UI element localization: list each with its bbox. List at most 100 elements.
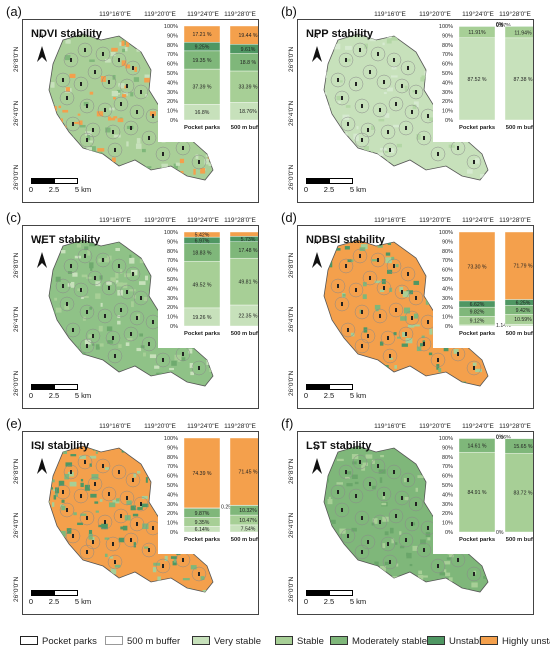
scale-label: 0 bbox=[28, 185, 34, 194]
scale-bar: 0 2.5 5 km bbox=[304, 384, 366, 402]
raster-patch bbox=[387, 240, 392, 245]
longitude-label: 119°20'0"E bbox=[419, 11, 451, 18]
raster-patch bbox=[90, 493, 97, 498]
buffer-ring bbox=[360, 534, 376, 550]
y-tick-label: 100% bbox=[164, 230, 178, 236]
buffer-ring bbox=[400, 266, 416, 282]
buffer-ring bbox=[123, 120, 139, 136]
y-tick-label: 40% bbox=[442, 492, 453, 498]
bar-data-label: 6.97% bbox=[195, 238, 210, 244]
pocket-park-marker bbox=[66, 508, 68, 512]
scale-label: 0 bbox=[303, 185, 309, 194]
y-tick-label: 70% bbox=[442, 464, 453, 470]
raster-patch bbox=[132, 513, 139, 517]
raster-patch bbox=[409, 563, 413, 567]
raster-patch bbox=[396, 143, 402, 148]
raster-patch bbox=[50, 82, 55, 88]
pocket-park-marker bbox=[377, 464, 379, 468]
pocket-park-marker bbox=[86, 516, 88, 520]
bar-data-label: 10.59% bbox=[514, 317, 532, 323]
y-tick-label: 30% bbox=[442, 502, 453, 508]
bar-data-label: 87.52 % bbox=[467, 77, 486, 83]
north-arrow-icon bbox=[37, 252, 47, 268]
raster-patch bbox=[56, 118, 63, 124]
buffer-ring bbox=[95, 458, 111, 474]
raster-patch bbox=[438, 367, 442, 373]
chart-svg: 0% 10% 20% 30% 40% 50% 60% 70% 80% 90% 100% 16.8% 37… bbox=[158, 22, 258, 142]
pocket-park-marker bbox=[84, 460, 86, 464]
scale-label: 2.5 bbox=[48, 185, 60, 194]
bar-segment-very-stable bbox=[504, 37, 533, 121]
raster-patch bbox=[377, 152, 384, 156]
buffer-ring bbox=[85, 534, 101, 550]
raster-patch bbox=[61, 531, 65, 538]
buffer-ring bbox=[348, 282, 364, 298]
y-tick-label: 80% bbox=[167, 249, 178, 255]
buffer-ring bbox=[101, 74, 117, 90]
pocket-park-marker bbox=[411, 110, 413, 114]
raster-patch bbox=[337, 340, 341, 343]
scale-bar: 0 2.5 5 km bbox=[29, 384, 91, 402]
longitude-label: 119°28'0"E bbox=[224, 217, 256, 224]
bar-segment-stable bbox=[229, 70, 258, 103]
raster-patch bbox=[422, 340, 426, 344]
raster-patch bbox=[202, 589, 208, 592]
pocket-park-marker bbox=[102, 52, 104, 56]
buffer-ring bbox=[380, 330, 396, 346]
raster-patch bbox=[88, 577, 91, 581]
latitude-label: 26°0'0"N bbox=[288, 576, 295, 602]
raster-patch bbox=[137, 507, 143, 510]
buffer-ring bbox=[105, 124, 121, 140]
bar-segment-very-stable bbox=[504, 323, 533, 327]
buffer-ring bbox=[77, 248, 93, 264]
raster-patch bbox=[374, 280, 381, 284]
raster-patch bbox=[66, 528, 72, 534]
pocket-park-marker bbox=[152, 320, 154, 324]
raster-patch bbox=[212, 175, 213, 179]
raster-patch bbox=[156, 585, 163, 592]
raster-patch bbox=[193, 593, 198, 597]
panel-ndvi: (a) NDVI stability N 0 2.5 5 km 0% 10% 20% 30% 40… bbox=[0, 0, 275, 205]
raster-patch bbox=[406, 552, 412, 559]
raster-patch bbox=[49, 325, 52, 330]
latitude-label: 26°0'0"N bbox=[13, 164, 20, 190]
raster-patch bbox=[105, 58, 111, 63]
raster-patch bbox=[49, 328, 54, 332]
latitude-label: 26°8'0"N bbox=[288, 458, 295, 484]
bar-segment-stable bbox=[458, 451, 496, 533]
pocket-park-marker bbox=[379, 108, 381, 112]
raster-patch bbox=[156, 372, 163, 375]
raster-patch bbox=[89, 306, 93, 310]
pocket-park-marker bbox=[337, 78, 339, 82]
raster-patch bbox=[371, 125, 375, 130]
raster-patch bbox=[200, 576, 205, 580]
raster-patch bbox=[122, 94, 127, 98]
buffer-ring bbox=[370, 252, 386, 268]
raster-patch bbox=[84, 484, 90, 491]
pocket-park-marker bbox=[94, 276, 96, 280]
raster-patch bbox=[67, 270, 72, 274]
y-tick-label: 50% bbox=[167, 483, 178, 489]
pocket-park-marker bbox=[337, 490, 339, 494]
pocket-park-marker bbox=[136, 522, 138, 526]
legend-label: Unstable bbox=[449, 636, 487, 647]
raster-patch bbox=[49, 522, 54, 527]
raster-patch bbox=[108, 117, 116, 121]
pocket-park-marker bbox=[120, 308, 122, 312]
latitude-label: 26°0'0"N bbox=[13, 370, 20, 396]
raster-patch bbox=[144, 77, 150, 83]
raster-patch bbox=[76, 559, 80, 564]
pocket-park-marker bbox=[182, 558, 184, 562]
raster-patch bbox=[445, 572, 451, 577]
bar-data-label: 6.25% bbox=[516, 300, 531, 306]
bar-data-label: 83.72 % bbox=[513, 491, 532, 497]
raster-patch bbox=[95, 366, 98, 372]
raster-patch bbox=[416, 134, 421, 140]
raster-patch bbox=[82, 295, 89, 299]
raster-patch bbox=[101, 523, 108, 530]
raster-patch bbox=[67, 39, 70, 44]
pocket-park-marker bbox=[62, 490, 64, 494]
raster-patch bbox=[113, 116, 118, 119]
raster-patch bbox=[399, 545, 405, 549]
raster-patch bbox=[143, 352, 146, 357]
